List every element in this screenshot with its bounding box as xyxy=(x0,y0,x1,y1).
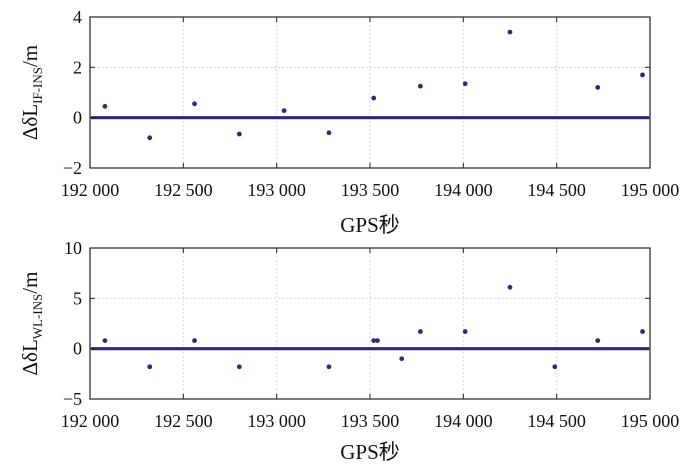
data-point xyxy=(595,338,601,344)
data-point xyxy=(147,364,153,370)
data-point xyxy=(552,364,558,370)
x-tick-label: 193 000 xyxy=(247,411,306,431)
y-tick-label: 0 xyxy=(73,339,82,359)
data-point xyxy=(371,338,377,344)
y-tick-label: 2 xyxy=(73,57,82,77)
y-tick-label: −2 xyxy=(63,158,82,178)
data-point xyxy=(192,101,197,107)
x-tick-label: 193 500 xyxy=(341,411,400,431)
y-axis-title: ΔδLIF-INS/m xyxy=(18,45,45,140)
x-tick-label: 192 000 xyxy=(61,180,120,200)
x-tick-label: 192 000 xyxy=(61,411,120,431)
y-tick-label: 5 xyxy=(73,288,82,308)
data-point xyxy=(418,83,423,89)
data-point xyxy=(375,338,380,344)
y-tick-label: −5 xyxy=(63,389,82,409)
data-point xyxy=(147,135,153,141)
data-point xyxy=(236,364,242,370)
data-point xyxy=(326,130,332,136)
data-point xyxy=(418,329,423,334)
data-point xyxy=(507,284,513,290)
y-tick-label: 0 xyxy=(73,108,82,128)
x-tick-label: 194 000 xyxy=(434,411,493,431)
x-tick-label: 195 000 xyxy=(621,411,680,431)
x-tick-label: 194 500 xyxy=(527,180,586,200)
x-tick-label: 192 500 xyxy=(154,180,213,200)
data-point xyxy=(595,85,601,90)
data-point xyxy=(192,338,197,344)
data-point xyxy=(281,108,287,114)
data-point xyxy=(399,356,405,362)
x-tick-label: 192 500 xyxy=(154,411,213,431)
y-axis-title-main: ΔδL xyxy=(18,104,42,140)
data-point xyxy=(236,131,242,137)
y-tick-label: 10 xyxy=(64,238,82,258)
y-axis-title-subscript: WL-INS xyxy=(30,294,45,340)
x-tick-label: 194 000 xyxy=(434,180,493,200)
x-axis-title: GPS秒 xyxy=(340,213,400,237)
x-axis-title: GPS秒 xyxy=(340,440,400,464)
x-tick-label: 193 000 xyxy=(247,180,306,200)
data-point xyxy=(640,329,645,334)
y-axis-title-unit: /m xyxy=(18,45,42,67)
y-tick-label: 4 xyxy=(73,7,82,27)
y-axis-title: ΔδLWL-INS/m xyxy=(18,272,45,376)
top-panel-if-ins: 192 000 192 500 193 000 193 500 194 000 194 5… xyxy=(18,7,679,237)
data-point xyxy=(640,72,645,78)
x-tick-label: 194 500 xyxy=(527,411,586,431)
data-point xyxy=(102,338,108,344)
bottom-panel-wl-ins: 192 000 192 500 193 000 193 500 194 000 194 5… xyxy=(18,238,679,464)
data-point xyxy=(462,81,468,87)
y-axis-title-subscript: IF-INS xyxy=(30,67,45,104)
data-point xyxy=(507,29,513,35)
data-point xyxy=(462,329,468,334)
data-point xyxy=(371,95,377,101)
y-axis-title-unit: /m xyxy=(18,272,42,294)
data-point xyxy=(102,103,108,109)
x-tick-label: 193 500 xyxy=(341,180,400,200)
y-axis-title-main: ΔδL xyxy=(18,339,42,375)
data-point xyxy=(326,364,332,370)
x-tick-label: 195 000 xyxy=(621,180,680,200)
